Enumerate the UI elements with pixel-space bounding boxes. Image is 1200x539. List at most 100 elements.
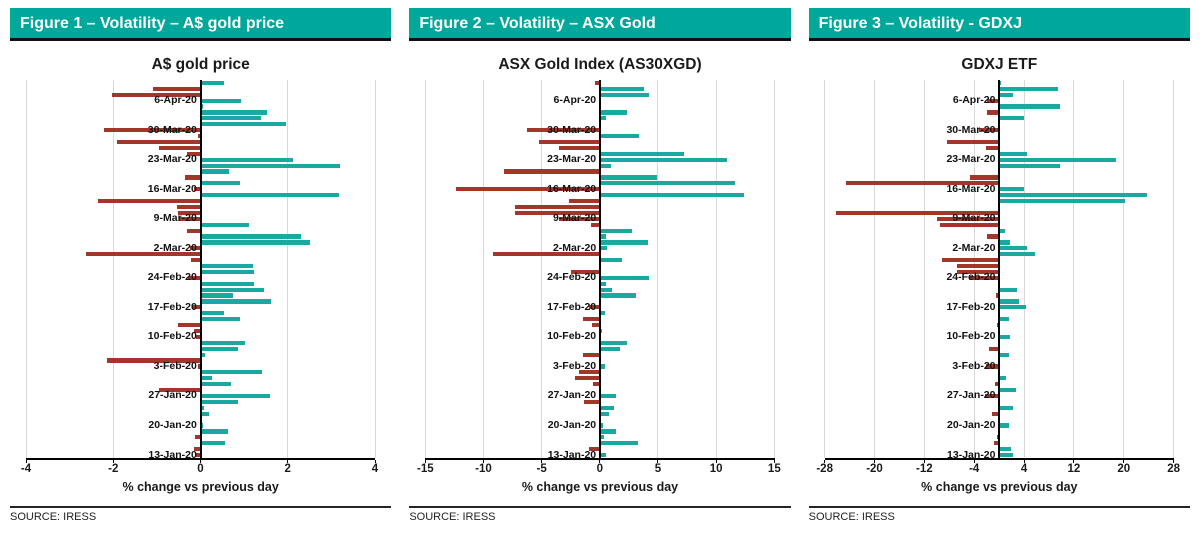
gridline: [482, 80, 484, 458]
gridline: [25, 80, 27, 458]
bar-positive: [599, 246, 608, 251]
bar-positive: [599, 435, 604, 440]
gridline: [973, 80, 975, 458]
x-tick-label: 15: [767, 463, 781, 475]
bar-positive: [200, 299, 272, 304]
bar-negative: [104, 128, 201, 133]
figure-3-header: Figure 3 – Volatility - GDXJ: [808, 8, 1190, 41]
x-tick-label: 4: [1020, 463, 1028, 475]
bar-positive: [200, 193, 339, 198]
x-tick-mark: [374, 460, 376, 463]
bar-negative: [570, 269, 600, 275]
category-date-label: 3-Feb-20: [153, 359, 197, 372]
bar-negative: [589, 305, 600, 310]
bar-positive: [599, 234, 607, 239]
bar-negative: [198, 134, 201, 139]
chart-3-x-axis: -28 -20 -12 -4 4 12 20 28: [816, 460, 1180, 477]
bar-positive: [200, 240, 311, 245]
x-tick-mark: [715, 460, 717, 463]
bar-positive: [999, 86, 1059, 91]
bar-positive: [999, 163, 1061, 168]
category-date-label: 20-Jan-20: [148, 419, 197, 432]
chart-2-x-axis-title: % change vs previous day: [521, 480, 679, 494]
bar-positive: [599, 175, 658, 180]
category-date-label: 27-Jan-20: [148, 389, 197, 402]
figure-1-header: Figure 1 – Volatility – A$ gold price: [10, 8, 392, 41]
x-tick-mark: [1073, 460, 1075, 463]
category-date-label: 6-Apr-20: [553, 94, 597, 107]
bar-negative: [455, 187, 600, 192]
category-date-label: 2-Mar-20: [552, 241, 597, 254]
category-date-label: 10-Feb-20: [547, 330, 597, 343]
bar-positive: [599, 405, 614, 410]
bar-positive: [200, 122, 286, 127]
bar-positive: [999, 198, 1126, 204]
bar-negative: [589, 447, 600, 452]
category-date-label: 20-Jan-20: [947, 419, 996, 432]
category-date-label: 30-Mar-20: [547, 123, 597, 136]
x-tick-label: -12: [916, 463, 933, 475]
category-date-label: 30-Mar-20: [147, 123, 197, 136]
bar-positive: [999, 240, 1010, 245]
category-date-label: 17-Feb-20: [946, 300, 996, 313]
bar-negative: [188, 275, 201, 280]
bar-positive: [599, 240, 648, 245]
x-tick-mark: [112, 460, 114, 463]
bar-positive: [599, 92, 649, 97]
bar-positive: [999, 246, 1027, 251]
bar-positive: [200, 104, 203, 109]
chart-3-title: GDXJ ETF: [961, 56, 1038, 73]
bar-positive: [999, 305, 1026, 310]
bar-positive: [999, 405, 1013, 410]
x-tick-mark: [874, 460, 875, 463]
bar-positive: [200, 346, 238, 351]
bar-negative: [97, 198, 201, 204]
bar-positive: [200, 340, 245, 345]
bar-negative: [957, 263, 1000, 269]
bar-positive: [200, 80, 225, 86]
figure-2-header-label: Figure 2 – Volatility – ASX Gold: [419, 15, 656, 32]
bar-negative: [969, 175, 1000, 180]
bar-positive: [999, 423, 1010, 428]
bar-positive: [200, 405, 204, 410]
bar-positive: [200, 393, 271, 399]
chart-1-plot-area: 6-Apr-20 30-Mar-20 23-Mar-20 16-Mar-20 9-Mar…: [25, 80, 376, 461]
zero-axis-line: [998, 80, 1001, 458]
bar-positive: [999, 352, 1009, 357]
bar-positive: [999, 92, 1014, 97]
bar-negative: [968, 275, 1000, 280]
bar-negative: [559, 145, 600, 150]
bar-negative: [514, 210, 600, 215]
bar-negative: [987, 234, 1000, 239]
x-tick-label: -4: [20, 463, 32, 475]
category-date-label: 13-Jan-20: [947, 448, 996, 461]
bar-negative: [936, 216, 1000, 221]
gridline: [1073, 80, 1075, 458]
bar-negative: [845, 181, 1000, 186]
bar-positive: [599, 411, 610, 416]
gridline: [657, 80, 659, 458]
figure-panel-3: Figure 3 – Volatility - GDXJ GDXJ ETF 6-…: [808, 8, 1190, 539]
bar-negative: [176, 204, 201, 210]
bar-negative: [578, 370, 600, 375]
x-tick-label: 5: [654, 463, 662, 475]
x-tick-mark: [773, 460, 775, 463]
chart-3-x-axis-title: % change vs previous day: [921, 480, 1078, 494]
bar-positive: [599, 258, 622, 263]
bar-negative: [526, 128, 600, 133]
bar-negative: [996, 293, 1000, 298]
x-tick-mark: [1123, 460, 1125, 463]
x-tick-label: 28: [1167, 463, 1181, 475]
category-date-label: 16-Mar-20: [147, 182, 197, 195]
bar-negative: [187, 151, 201, 156]
bar-positive: [599, 441, 639, 446]
bar-negative: [196, 334, 201, 339]
bar-positive: [200, 423, 203, 428]
bar-negative: [159, 387, 201, 393]
category-date-label: 13-Jan-20: [148, 448, 197, 461]
bar-positive: [599, 311, 605, 316]
figure-1-source: SOURCE: IRESS: [10, 506, 392, 523]
zero-axis-line: [199, 80, 202, 458]
x-tick-label: 0: [197, 463, 204, 475]
x-tick-mark: [1023, 460, 1025, 463]
